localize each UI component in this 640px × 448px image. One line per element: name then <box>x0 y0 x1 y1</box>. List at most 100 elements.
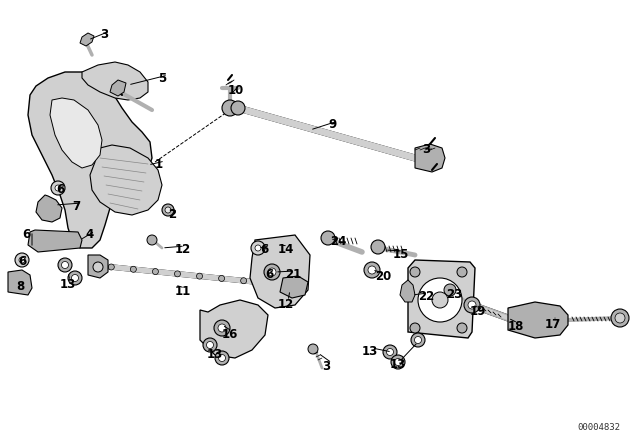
Text: 11: 11 <box>175 285 191 298</box>
Circle shape <box>308 344 318 354</box>
Circle shape <box>468 301 476 309</box>
Polygon shape <box>400 280 415 302</box>
Circle shape <box>615 313 625 323</box>
Circle shape <box>19 257 25 263</box>
Text: 5: 5 <box>158 72 166 85</box>
Polygon shape <box>50 98 102 168</box>
Circle shape <box>218 354 225 362</box>
Text: 13: 13 <box>390 358 406 371</box>
Circle shape <box>255 245 261 251</box>
Circle shape <box>411 333 425 347</box>
Text: 22: 22 <box>418 290 435 303</box>
Circle shape <box>391 355 405 369</box>
Text: 15: 15 <box>393 248 410 261</box>
Circle shape <box>162 204 174 216</box>
Text: 12: 12 <box>175 243 191 256</box>
Text: 17: 17 <box>545 318 561 331</box>
Polygon shape <box>250 235 310 308</box>
Text: 2: 2 <box>168 208 176 221</box>
Text: 10: 10 <box>228 84 244 97</box>
Polygon shape <box>110 80 126 96</box>
Polygon shape <box>8 270 32 295</box>
Circle shape <box>108 264 115 270</box>
Circle shape <box>415 336 422 344</box>
Polygon shape <box>408 260 475 338</box>
Circle shape <box>93 262 103 272</box>
Text: 4: 4 <box>85 228 93 241</box>
Circle shape <box>61 262 68 268</box>
Text: 8: 8 <box>16 280 24 293</box>
Polygon shape <box>200 300 268 358</box>
Circle shape <box>131 266 136 272</box>
Circle shape <box>444 284 456 296</box>
Text: 24: 24 <box>330 235 346 248</box>
Circle shape <box>165 207 171 213</box>
Text: 1: 1 <box>155 158 163 171</box>
Circle shape <box>410 323 420 333</box>
Circle shape <box>611 309 629 327</box>
Text: 9: 9 <box>328 118 336 131</box>
Text: 14: 14 <box>278 243 294 256</box>
Circle shape <box>196 273 202 279</box>
Polygon shape <box>36 195 62 222</box>
Circle shape <box>175 271 180 277</box>
Text: 6: 6 <box>18 255 26 268</box>
Polygon shape <box>28 230 82 252</box>
Polygon shape <box>80 33 94 46</box>
Circle shape <box>203 338 217 352</box>
Polygon shape <box>280 276 308 298</box>
Circle shape <box>364 262 380 278</box>
Circle shape <box>251 241 265 255</box>
Circle shape <box>410 267 420 277</box>
Polygon shape <box>88 255 108 278</box>
Circle shape <box>418 278 462 322</box>
Circle shape <box>58 258 72 272</box>
Circle shape <box>241 278 246 284</box>
Circle shape <box>55 185 61 191</box>
Circle shape <box>72 275 79 281</box>
Polygon shape <box>28 72 152 248</box>
Polygon shape <box>90 145 162 215</box>
Circle shape <box>152 268 159 275</box>
Text: 7: 7 <box>72 200 80 213</box>
Text: 16: 16 <box>222 328 238 341</box>
Text: 6: 6 <box>56 183 64 196</box>
Circle shape <box>215 351 229 365</box>
Circle shape <box>432 292 448 308</box>
Circle shape <box>222 100 238 116</box>
Text: 13: 13 <box>362 345 378 358</box>
Circle shape <box>219 276 225 281</box>
Text: 6: 6 <box>265 268 273 281</box>
Text: 00004832: 00004832 <box>577 423 620 432</box>
Circle shape <box>464 297 480 313</box>
Text: 13: 13 <box>60 278 76 291</box>
Text: 13: 13 <box>207 348 223 361</box>
Circle shape <box>371 240 385 254</box>
Polygon shape <box>415 144 445 172</box>
Circle shape <box>51 181 65 195</box>
Text: 18: 18 <box>508 320 524 333</box>
Text: 6: 6 <box>260 243 268 256</box>
Circle shape <box>321 231 335 245</box>
Circle shape <box>264 264 280 280</box>
Circle shape <box>457 267 467 277</box>
Circle shape <box>387 349 394 356</box>
Text: 20: 20 <box>375 270 391 283</box>
Text: 21: 21 <box>285 268 301 281</box>
Circle shape <box>457 323 467 333</box>
Text: 3: 3 <box>322 360 330 373</box>
Circle shape <box>147 235 157 245</box>
Text: 6: 6 <box>22 228 30 241</box>
Text: 3: 3 <box>100 28 108 41</box>
Circle shape <box>218 324 226 332</box>
Circle shape <box>231 101 245 115</box>
Circle shape <box>214 320 230 336</box>
Circle shape <box>394 358 401 366</box>
Circle shape <box>262 280 269 286</box>
Circle shape <box>383 345 397 359</box>
Polygon shape <box>82 62 148 100</box>
Polygon shape <box>508 302 568 338</box>
Circle shape <box>268 268 276 276</box>
Circle shape <box>207 341 214 349</box>
Text: 19: 19 <box>470 305 486 318</box>
